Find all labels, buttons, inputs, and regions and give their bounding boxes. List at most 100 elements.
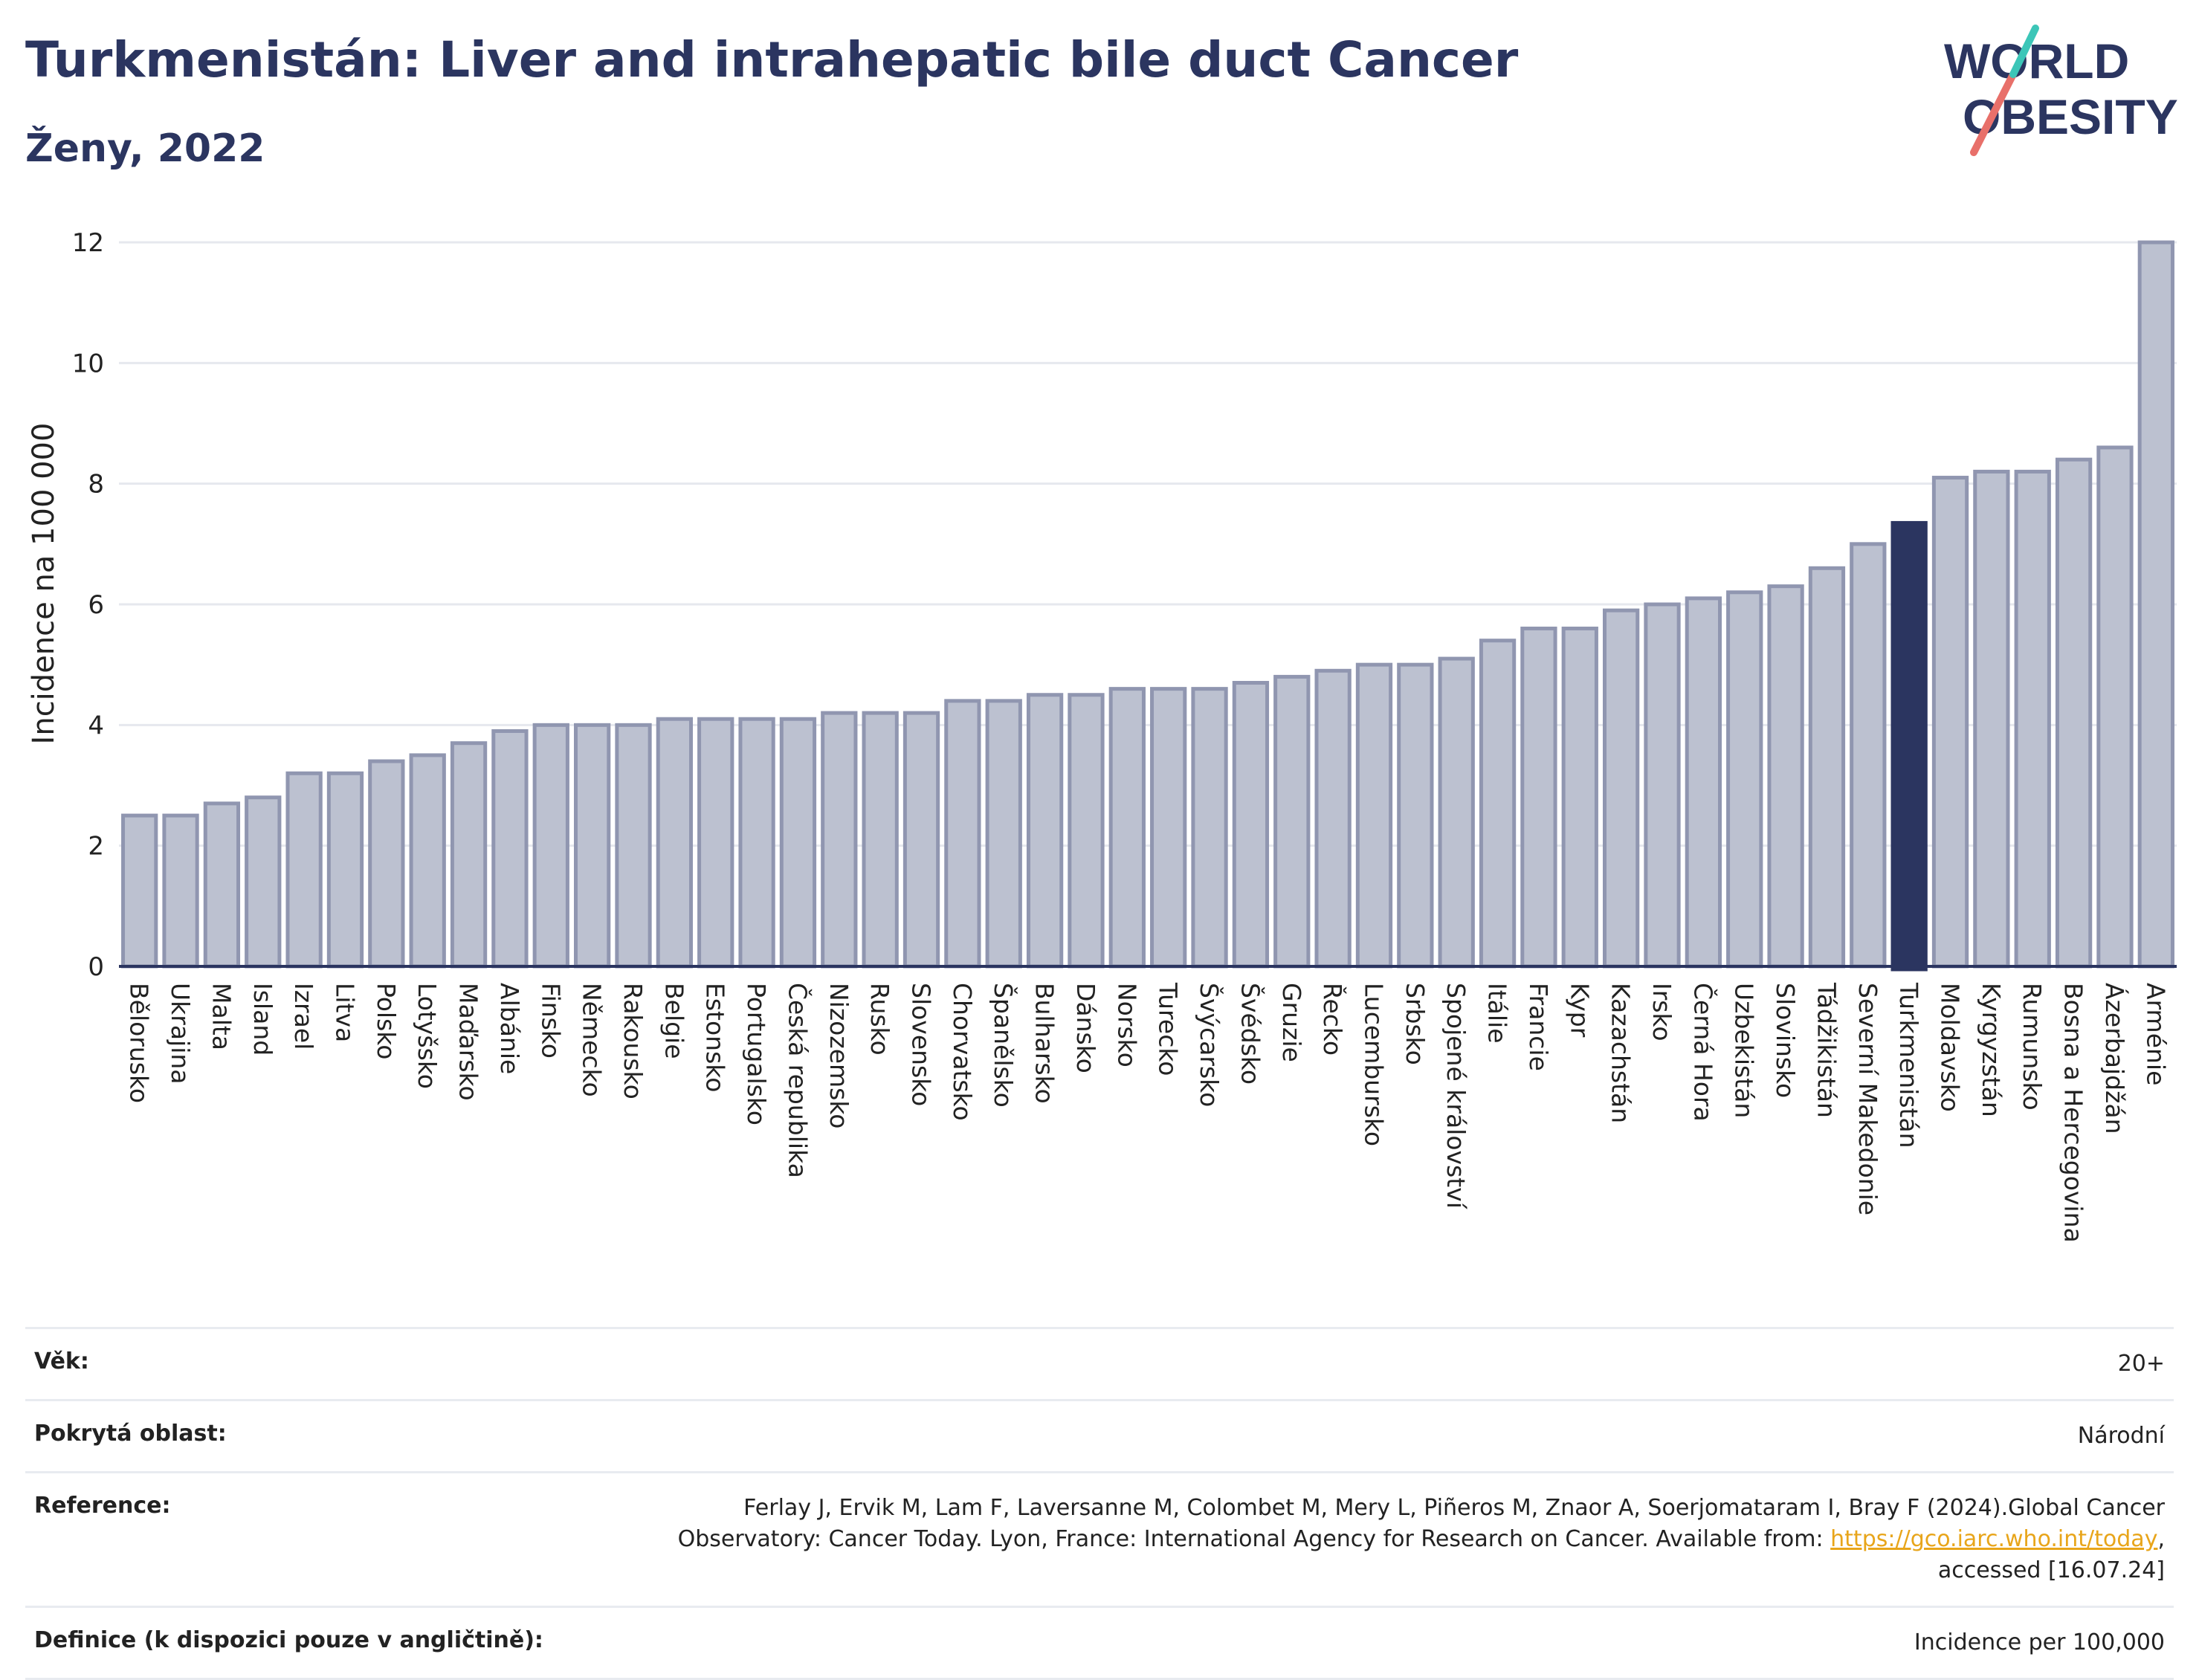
bar-Ázerbajdžán[interactable] [2096, 445, 2134, 969]
x-tick-label: Arménie [2141, 983, 2170, 1085]
bar-Norsko[interactable] [1108, 687, 1146, 969]
page-subtitle: Ženy, 2022 [25, 126, 265, 171]
bar-Slovensko[interactable] [902, 711, 940, 969]
bar-Černá Hora[interactable] [1685, 596, 1722, 969]
age-label: Věk: [34, 1348, 89, 1374]
bar-Maďarsko[interactable] [450, 741, 488, 969]
x-tick-label: Dánsko [1071, 983, 1100, 1073]
bar-Albánie[interactable] [491, 728, 529, 969]
y-tick-label: 8 [88, 470, 104, 500]
x-tick-label: Nizozemsko [824, 983, 853, 1128]
x-tick-label: Ázerbajdžán [2100, 983, 2130, 1134]
bar-Uzbekistán[interactable] [1726, 590, 1763, 969]
meta-row-reference: Reference: Ferlay J, Ervik M, Lam F, Lav… [25, 1471, 2174, 1606]
x-tick-label: Finsko [536, 983, 565, 1059]
x-tick-label: Rakousko [619, 983, 648, 1099]
x-tick-label: Ukrajina [166, 983, 195, 1085]
bar-Německo[interactable] [573, 723, 611, 969]
bar-Slovinsko[interactable] [1767, 584, 1804, 969]
x-tick-label: Řecko [1318, 983, 1348, 1056]
x-tick-label: Slovensko [907, 983, 936, 1106]
x-tick-label: Turecko [1154, 982, 1183, 1076]
bar-Bosna a Hercegovina[interactable] [2055, 457, 2093, 969]
bar-Kazachstán[interactable] [1602, 608, 1640, 969]
bar-Malta[interactable] [203, 801, 241, 969]
x-tick-label: Kypr [1565, 983, 1594, 1038]
reference-label: Reference: [34, 1493, 171, 1519]
bar-Estonsko[interactable] [697, 717, 734, 969]
bar-Španělsko[interactable] [985, 699, 1022, 969]
definition-value: Incidence per 100,000 [1914, 1629, 2165, 1655]
bar-Srbsko[interactable] [1397, 662, 1434, 969]
x-tick-label: Itálie [1483, 983, 1512, 1044]
reference-text: Ferlay J, Ervik M, Lam F, Laversanne M, … [677, 1495, 2165, 1552]
bar-Rakousko[interactable] [615, 723, 652, 969]
bar-Lotyšsko[interactable] [409, 753, 446, 969]
y-tick-label: 4 [88, 711, 104, 740]
x-tick-label: Chorvatsko [948, 983, 977, 1121]
bar-Arménie[interactable] [2137, 240, 2174, 969]
bar-Finsko[interactable] [532, 723, 569, 969]
x-tick-label: Švýcarsko [1195, 983, 1224, 1107]
x-tick-label: Portugalsko [742, 983, 771, 1125]
x-tick-label: Česká republika [783, 983, 813, 1178]
bar-Moldavsko[interactable] [1931, 476, 1969, 969]
x-tick-label: Švédsko [1236, 983, 1265, 1085]
bar-Portugalsko[interactable] [738, 717, 775, 969]
definition-label: Definice (k dispozici pouze v angličtině… [34, 1627, 543, 1653]
bar-Rusko[interactable] [862, 711, 899, 969]
bar-Spojené království[interactable] [1438, 656, 1475, 969]
bar-Švýcarsko[interactable] [1191, 687, 1228, 969]
bar-Gruzie[interactable] [1273, 674, 1311, 969]
bar-Turecko[interactable] [1150, 687, 1187, 969]
reference-link[interactable]: https://gco.iarc.who.int/today [1830, 1526, 2158, 1552]
bar-Dánsko[interactable] [1068, 693, 1105, 969]
bar-Kypr[interactable] [1561, 626, 1598, 969]
bar-Itálie[interactable] [1479, 639, 1517, 969]
y-axis-label: Incidence na 100 000 [27, 423, 61, 745]
page-title: Turkmenistán: Liver and intrahepatic bil… [25, 31, 1519, 88]
x-tick-label: Norsko [1112, 983, 1141, 1067]
bar-Chorvatsko[interactable] [944, 699, 981, 969]
bar-Tádžikistán[interactable] [1808, 566, 1846, 969]
bar-Izrael[interactable] [285, 771, 323, 969]
y-tick-label: 2 [88, 832, 104, 862]
x-tick-label: Uzbekistán [1730, 983, 1759, 1118]
bar-Nizozemsko[interactable] [821, 711, 858, 969]
x-tick-label: Bělorusko [125, 983, 154, 1103]
x-tick-label: Severní Makedonie [1853, 983, 1882, 1215]
bar-Bulharsko[interactable] [1026, 693, 1064, 969]
world-obesity-logo: WORLD OBESITY [1944, 25, 2178, 156]
x-tick-label: Kyrgyzstán [1977, 983, 2006, 1117]
bar-Polsko[interactable] [368, 759, 405, 969]
bar-Francie[interactable] [1520, 626, 1557, 969]
x-tick-label: Belgie [659, 983, 688, 1059]
x-tick-label: Tádžikistán [1812, 982, 1841, 1118]
bar-Česká republika[interactable] [779, 717, 817, 969]
x-tick-label: Lotyšsko [413, 983, 442, 1089]
bar-Severní Makedonie[interactable] [1850, 542, 1887, 969]
bar-Island[interactable] [245, 795, 282, 969]
age-value: 20+ [2117, 1351, 2165, 1377]
bar-Ukrajina[interactable] [162, 813, 199, 969]
x-tick-label: Malta [207, 983, 236, 1050]
bar-Litva[interactable] [326, 771, 364, 969]
x-tick-label: Turkmenistán [1894, 982, 1923, 1148]
x-tick-label: Litva [330, 983, 359, 1042]
x-tick-label: Polsko [372, 983, 401, 1059]
x-tick-label: Island [248, 983, 277, 1056]
bar-Řecko[interactable] [1314, 668, 1352, 969]
logo-word-world: WORLD [1944, 33, 2129, 88]
bar-Švédsko[interactable] [1232, 681, 1270, 969]
x-tick-label: Izrael [289, 983, 318, 1050]
x-tick-label: Kazachstán [1607, 983, 1635, 1123]
bar-Lucembursko[interactable] [1355, 662, 1393, 969]
bar-Rumunsko[interactable] [2014, 469, 2051, 969]
x-tick-label: Srbsko [1401, 983, 1430, 1065]
bar-Kyrgyzstán[interactable] [1973, 469, 2010, 969]
bar-Belgie[interactable] [656, 717, 694, 969]
bar-Turkmenistán[interactable] [1890, 520, 1928, 972]
x-tick-label: Bulharsko [1030, 983, 1059, 1104]
bar-Bělorusko[interactable] [121, 813, 158, 969]
bar-Irsko[interactable] [1644, 602, 1681, 969]
